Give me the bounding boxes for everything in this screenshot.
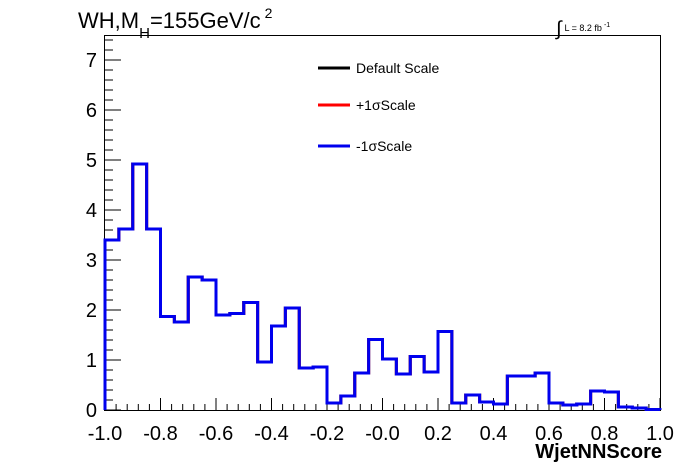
title-superscript: 2 (264, 5, 273, 21)
x-tick-label: -0.6 (199, 423, 233, 445)
title-main: WH,M (78, 8, 140, 33)
y-tick-label: 6 (86, 100, 97, 122)
y-tick-label: 3 (86, 250, 97, 272)
y-tick-label: 0 (86, 400, 97, 422)
x-tick-label: -0.4 (254, 423, 288, 445)
plot-frame (104, 35, 661, 411)
legend-label: Default Scale (356, 60, 439, 76)
x-tick-label: -0.2 (310, 423, 344, 445)
legend: Default Scale +1σScale -1σScale (318, 60, 439, 154)
legend-label: -1σScale (356, 138, 412, 154)
luminosity-text: L = 8.2 fb (564, 23, 602, 33)
x-axis-label: WjetNNScore (535, 441, 662, 463)
y-tick-label: 1 (86, 350, 97, 372)
x-axis: -1.0 -0.8 -0.6 -0.4 -0.2 -0.0 0.2 0.4 0.6 0.8 1.0 (88, 398, 674, 445)
legend-label: +1σScale (356, 97, 416, 113)
chart-title: WH,MH=155GeV/c 2 (78, 5, 273, 42)
y-tick-label: 4 (86, 200, 97, 222)
x-tick-label: -0.8 (143, 423, 177, 445)
x-tick-label: 0.2 (424, 423, 452, 445)
y-tick-label: 5 (86, 150, 97, 172)
luminosity-label: ∫ L = 8.2 fb -1 (556, 14, 611, 40)
x-tick-label: 0.4 (480, 423, 508, 445)
y-tick-label: 2 (86, 300, 97, 322)
title-rest: =155GeV/c (149, 8, 261, 33)
x-tick-label: -0.0 (365, 423, 399, 445)
title-subscript: H (139, 25, 150, 42)
y-axis: 0 1 2 3 4 5 6 7 (86, 39, 121, 422)
x-tick-label: 0.8 (591, 423, 619, 445)
luminosity-superscript: -1 (603, 22, 611, 29)
x-tick-label: 0.6 (535, 423, 563, 445)
integral-sign: ∫ (556, 18, 562, 40)
series-layer (103, 162, 662, 411)
y-tick-label: 7 (86, 50, 97, 72)
x-tick-label: -1.0 (88, 423, 122, 445)
x-tick-label: 1.0 (646, 423, 674, 445)
series-line-3 (103, 162, 662, 411)
